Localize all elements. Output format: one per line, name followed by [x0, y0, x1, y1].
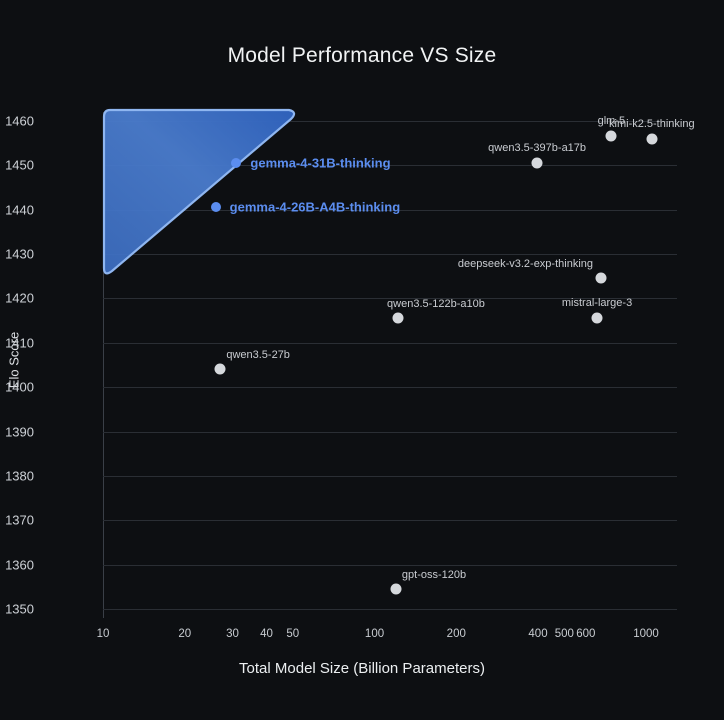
data-point[interactable] — [531, 157, 543, 169]
y-tick-label: 1400 — [5, 379, 34, 395]
y-tick-label: 1390 — [5, 424, 34, 440]
x-tick-label: 500 — [554, 628, 574, 640]
data-point-label: gpt-oss-120b — [401, 569, 467, 582]
y-tick-label: 1450 — [5, 157, 34, 173]
x-tick-label: 20 — [178, 628, 192, 640]
gridline — [103, 342, 677, 344]
gridline — [103, 298, 677, 300]
data-point-label: glm-5 — [597, 115, 626, 128]
x-tick-label: 400 — [528, 628, 548, 640]
y-tick-label: 1410 — [5, 335, 34, 351]
data-point[interactable] — [591, 312, 603, 324]
data-point-label: gemma-4-26B-A4B-thinking — [229, 199, 401, 215]
y-tick-label: 1440 — [5, 202, 34, 218]
x-axis-title: Total Model Size (Billion Parameters) — [239, 660, 485, 677]
gridline — [103, 564, 677, 566]
gridline — [103, 475, 677, 477]
x-tick-label: 50 — [286, 628, 300, 640]
y-tick-label: 1460 — [5, 113, 34, 129]
gridline — [103, 120, 677, 122]
gridline — [103, 165, 677, 167]
data-point-label: gemma-4-31B-thinking — [250, 155, 391, 171]
y-tick-label: 1370 — [5, 512, 34, 528]
y-tick-label: 1360 — [5, 557, 34, 573]
x-tick-label: 100 — [364, 628, 385, 640]
y-tick-label: 1430 — [5, 246, 34, 262]
x-tick-label: 40 — [260, 628, 273, 640]
data-point-label: kimi-k2.5-thinking — [609, 117, 695, 130]
x-tick-label: 30 — [226, 628, 239, 640]
data-point-label: qwen3.5-397b-a17b — [488, 142, 587, 155]
data-point[interactable] — [595, 272, 607, 284]
plot-area — [103, 112, 677, 618]
gridline — [103, 431, 677, 433]
x-tick-label: 10 — [96, 628, 110, 640]
x-tick-label: 200 — [446, 628, 466, 640]
y-tick-label: 1420 — [5, 290, 34, 306]
data-point[interactable] — [231, 158, 242, 169]
data-point-label: qwen3.5-122b-a10b — [387, 298, 485, 311]
data-point-label: mistral-large-3 — [561, 297, 633, 310]
data-point-label: deepseek-v3.2-exp-thinking — [457, 258, 594, 271]
y-tick-label: 1380 — [5, 468, 34, 484]
data-point[interactable] — [390, 583, 402, 595]
data-point[interactable] — [392, 312, 404, 324]
gridline — [103, 254, 677, 256]
gridline — [103, 209, 677, 211]
gridline — [103, 609, 677, 611]
x-tick-label: 1000 — [633, 628, 659, 640]
data-point[interactable] — [605, 130, 617, 142]
data-point[interactable] — [214, 363, 226, 375]
gridline — [103, 520, 677, 522]
y-tick-label: 1350 — [5, 601, 34, 617]
x-tick-label: 600 — [576, 628, 596, 640]
gridline — [103, 387, 677, 389]
data-point[interactable] — [210, 202, 221, 213]
y-axis-line — [103, 112, 104, 618]
data-point[interactable] — [646, 133, 658, 145]
chart-title: Model Performance VS Size — [227, 44, 497, 67]
data-point-label: qwen3.5-27b — [226, 349, 290, 362]
